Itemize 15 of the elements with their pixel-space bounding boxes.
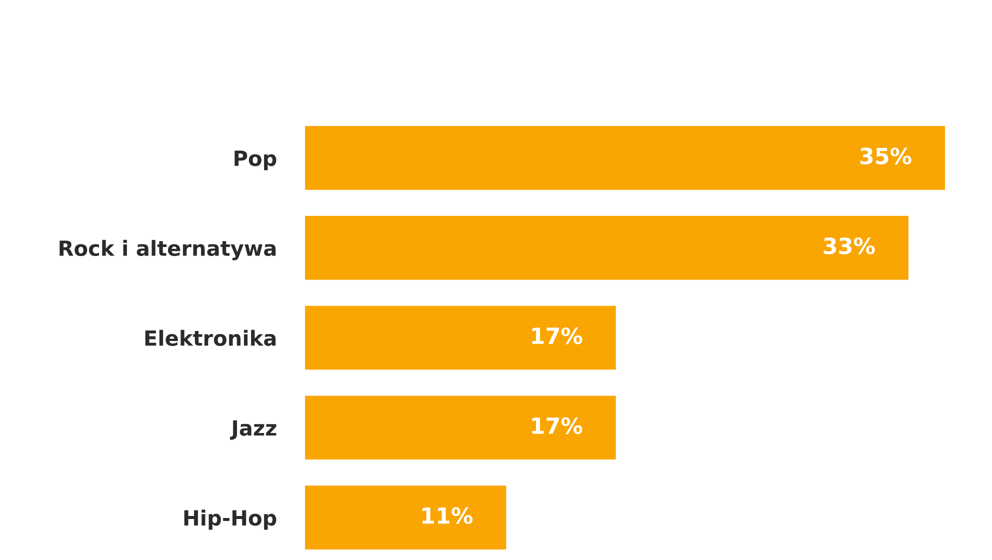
y-tick-label: Elektronika [145, 330, 276, 346]
y-tick-label: Jazz [230, 420, 276, 440]
data-label: 11% [422, 507, 473, 524]
y-tick-label: Pop [234, 150, 276, 170]
bar [305, 126, 945, 190]
bar [305, 216, 908, 280]
bar [305, 486, 506, 550]
y-tick-label: Hip-Hop [184, 510, 276, 530]
bar [305, 396, 616, 460]
data-label: 17% [532, 417, 582, 434]
data-label: 35% [860, 148, 912, 164]
data-label: 17% [532, 327, 582, 344]
y-tick-label: Rock i alternatywa [60, 240, 276, 260]
data-label: 33% [824, 237, 875, 254]
bar [305, 306, 616, 370]
